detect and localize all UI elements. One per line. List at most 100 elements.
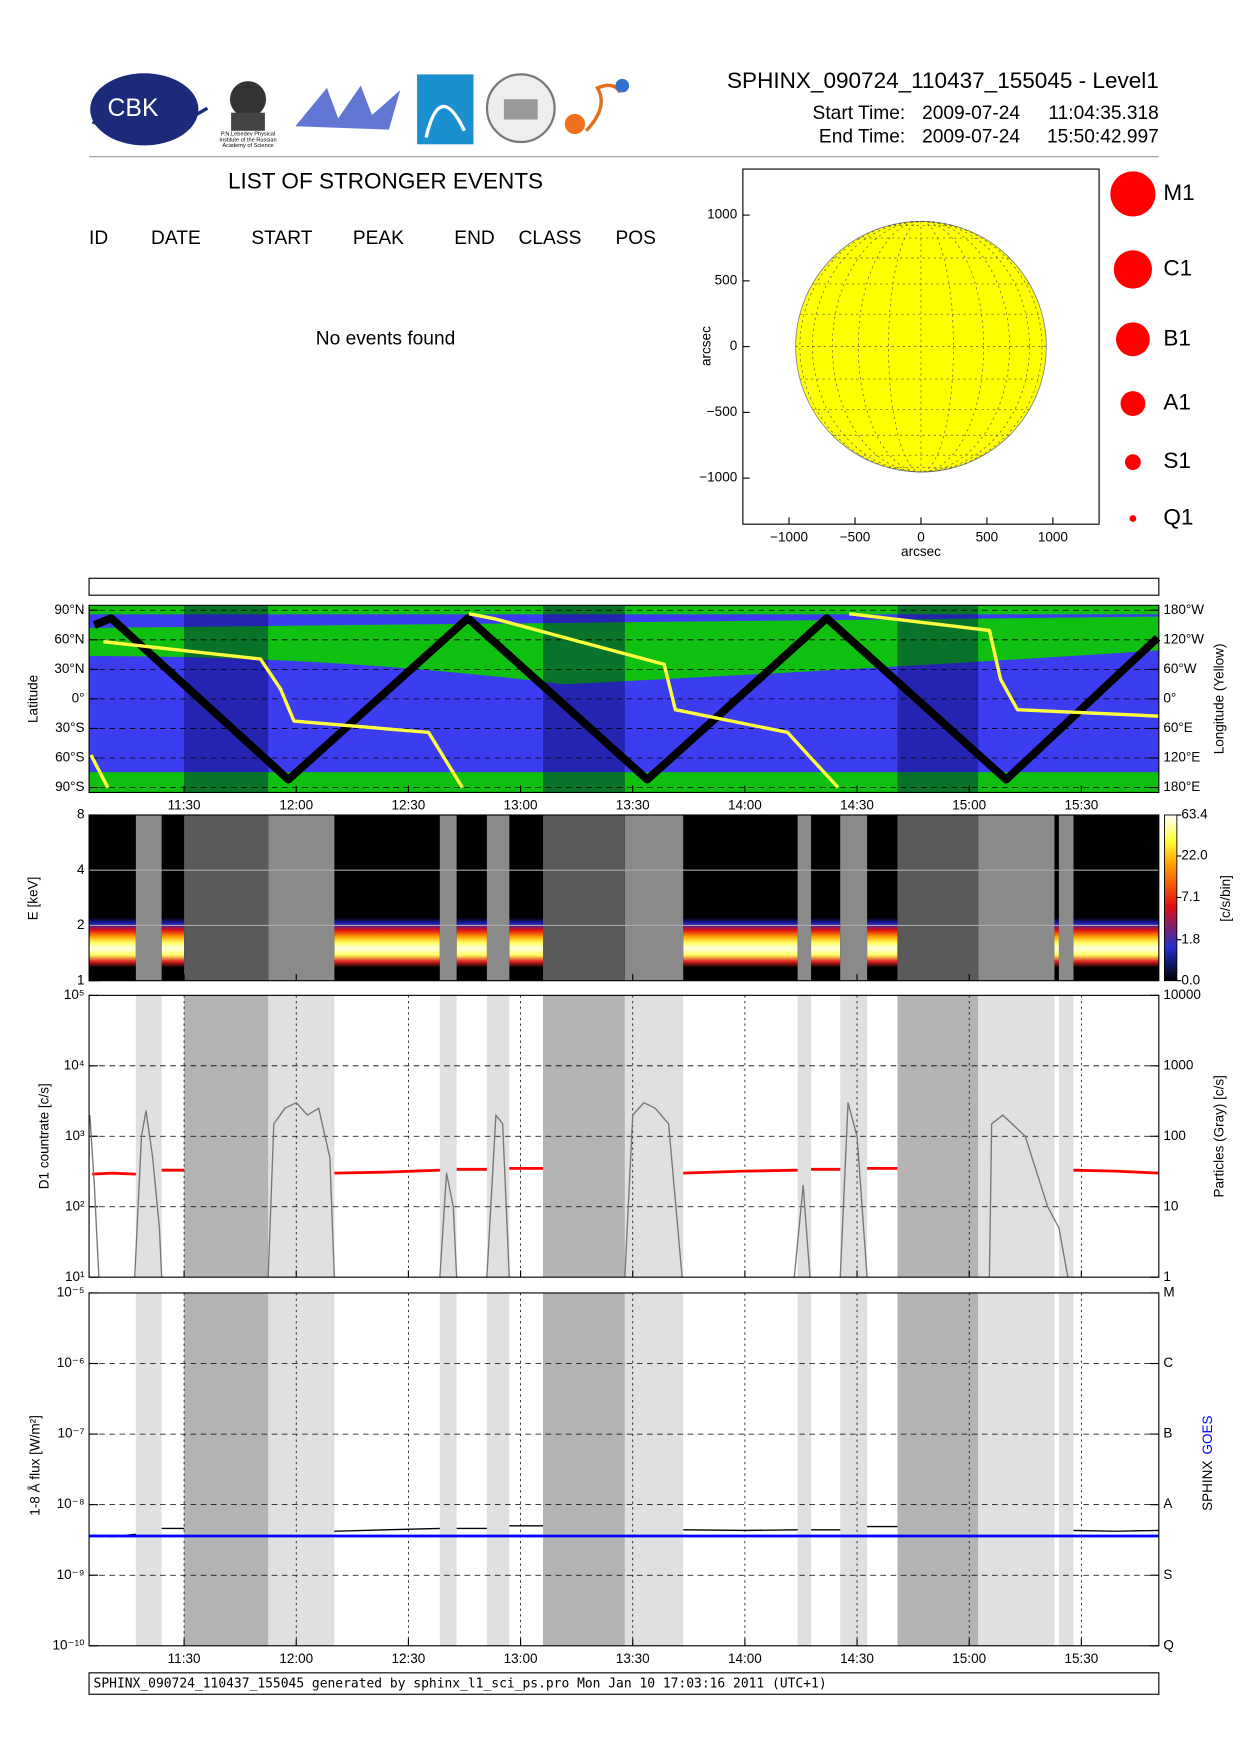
header-title: SPHINX_090724_110437_155045 - Level1: [727, 68, 1159, 93]
start-label: Start Time:: [813, 103, 906, 124]
y-tick-label: 60°W: [1163, 661, 1196, 676]
sun-meridian: [812, 220, 1030, 473]
class-dot: [1129, 515, 1137, 522]
y-tick-label: 8: [77, 807, 85, 822]
y-tick-label: 60°S: [55, 750, 84, 765]
y-tick-label: 1: [1163, 1269, 1171, 1284]
y-tick-label: 10⁻⁸: [57, 1496, 85, 1511]
panel-frame: [88, 994, 1160, 1278]
gap-band: [542, 1292, 625, 1646]
axis-label: 1-8 Å flux [W/m²]: [28, 1415, 43, 1516]
events-message: No events found: [316, 328, 456, 349]
gap-band: [624, 995, 684, 1278]
panel-frame: [88, 814, 1160, 982]
events-title: LIST OF STRONGER EVENTS: [228, 169, 543, 194]
colorbar-label: 1.8: [1181, 931, 1200, 946]
spec-band: [1054, 917, 1059, 968]
axis-label: Longitude (Yellow): [1211, 644, 1226, 755]
class-dot: [1115, 322, 1150, 357]
y-tick-label: 60°N: [54, 631, 84, 646]
y-tick-label: 10⁻⁷: [57, 1426, 84, 1441]
gap-band: [1058, 815, 1074, 981]
time-label: 14:00: [728, 798, 762, 813]
gap-band: [978, 815, 1055, 981]
gap-band: [624, 815, 684, 981]
time-label: 14:30: [840, 798, 874, 813]
class-label: B1: [1163, 325, 1191, 350]
x-tick-label: 500: [976, 529, 999, 544]
y-tick-label: −1000: [699, 470, 737, 485]
axis-label: GOES: [1200, 1415, 1215, 1454]
column-header: ID: [89, 228, 108, 249]
y-tick-label: −500: [707, 404, 737, 419]
gap-band: [486, 815, 510, 981]
gap-band: [542, 815, 625, 981]
y-tick-label: 10³: [65, 1128, 85, 1143]
gap-band: [268, 815, 335, 981]
x-tick-label: −500: [840, 529, 870, 544]
logo-mian: [295, 85, 401, 130]
y-tick-label: C: [1163, 1355, 1173, 1370]
logo-s: [584, 83, 622, 132]
logo-cbk: [90, 73, 199, 146]
logo-portrait: [229, 81, 267, 118]
logos: CBK P.N.Lebedev Physical Institute of th…: [90, 73, 630, 149]
class-label: A1: [1163, 390, 1191, 415]
logo-caption: Institute of the Russian: [219, 137, 276, 143]
y-tick-label: 0°: [72, 690, 85, 705]
time-label: 12:00: [279, 798, 313, 813]
time-label: 15:00: [952, 1651, 986, 1666]
footer: SPHINX_090724_110437_155045 generated by…: [94, 1677, 827, 1692]
y-tick-label: M: [1163, 1285, 1174, 1300]
class-dot: [1125, 454, 1141, 471]
class-dot: [1120, 391, 1146, 416]
start-time: 11:04:35.318: [1048, 103, 1158, 124]
axis-label: Latitude: [25, 675, 40, 723]
gap-band: [797, 815, 812, 981]
class-dot: [1113, 250, 1153, 289]
logo-text: CBK: [108, 95, 159, 122]
class-label: M1: [1163, 180, 1194, 205]
y-tick-label: 2: [77, 917, 85, 932]
y-tick-label: 10000: [1163, 987, 1201, 1002]
class-dot: [1110, 171, 1156, 217]
green-region: [89, 605, 1159, 615]
y-tick-label: 180°E: [1163, 779, 1200, 794]
logo-portrait-body: [231, 112, 265, 131]
gap-band: [184, 815, 269, 981]
axis-label: Particles (Gray) [c/s]: [1211, 1075, 1226, 1197]
y-tick-label: 10²: [65, 1198, 85, 1213]
logo-caption: Academy of Science: [222, 143, 273, 149]
y-tick-label: 10: [1163, 1198, 1178, 1213]
x-tick-label: −1000: [770, 529, 808, 544]
time-label: 13:30: [616, 798, 650, 813]
time-label: 14:30: [840, 1651, 874, 1666]
gap-band: [1058, 1292, 1074, 1646]
x-tick-label: 0: [917, 529, 925, 544]
gap-band: [135, 995, 162, 1278]
column-header: POS: [615, 228, 655, 249]
y-tick-label: 10⁻⁵: [57, 1285, 85, 1300]
axis-label: SPHINX: [1200, 1461, 1215, 1511]
colorbar-label: 63.4: [1181, 807, 1208, 822]
logo-caption: P.N.Lebedev Physical: [221, 132, 275, 138]
gap-band: [840, 1292, 868, 1646]
x-axis-label: arcsec: [901, 544, 941, 559]
gap-band: [840, 815, 868, 981]
y-tick-label: 90°S: [55, 779, 84, 794]
time-label: 13:30: [616, 1651, 650, 1666]
y-tick-label: 120°E: [1163, 750, 1200, 765]
axis-label: D1 countrate [c/s]: [37, 1083, 52, 1189]
y-tick-label: 60°E: [1163, 720, 1192, 735]
y-tick-label: 10⁻⁹: [57, 1567, 85, 1582]
x-tick-label: 1000: [1038, 529, 1068, 544]
y-tick-label: A: [1163, 1496, 1172, 1511]
time-label: 15:00: [952, 798, 986, 813]
logo-earth: [615, 78, 630, 93]
y-tick-label: 10⁴: [64, 1057, 85, 1072]
class-label: C1: [1163, 255, 1192, 280]
gap-band: [897, 815, 979, 981]
y-tick-label: 30°S: [55, 720, 84, 735]
y-tick-label: 0: [730, 338, 738, 353]
y-tick-label: 1000: [707, 207, 737, 222]
